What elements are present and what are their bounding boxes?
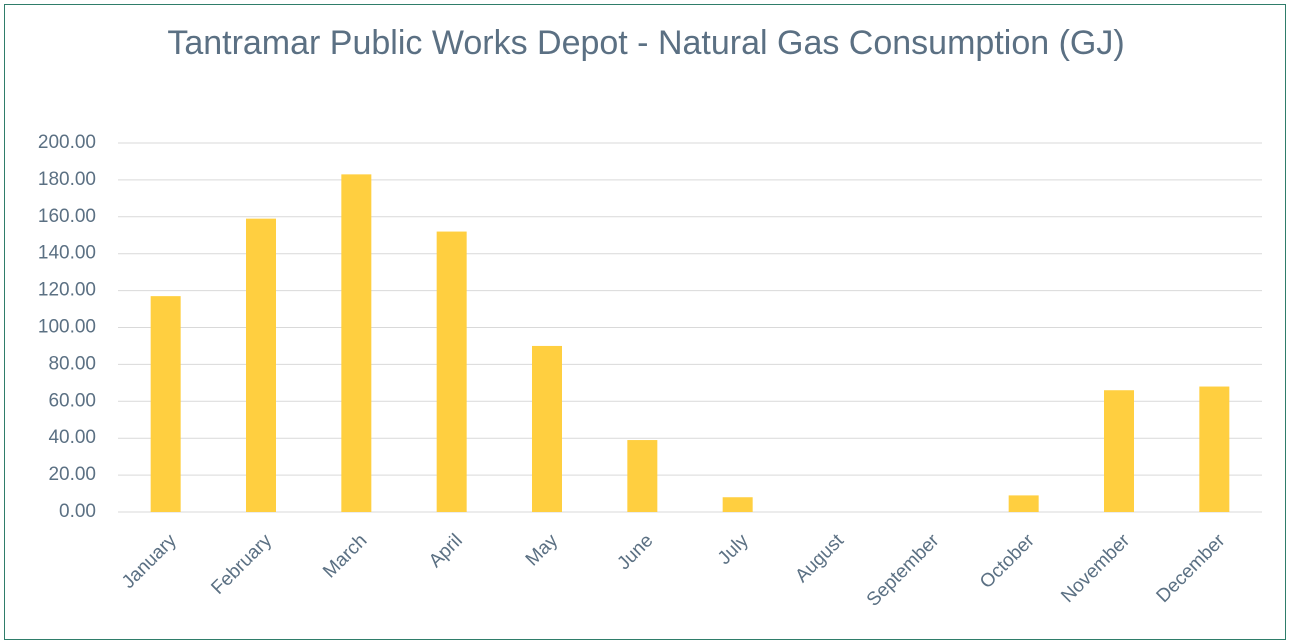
y-tick-label: 180.00 [38,169,96,190]
bar [150,296,181,512]
x-tick-label: July [714,530,753,569]
y-tick-label: 160.00 [38,206,96,227]
x-tick-label: September [863,530,944,611]
y-tick-label: 20.00 [48,464,96,485]
chart-title: Tantramar Public Works Depot - Natural G… [167,24,1125,62]
bar [627,440,658,512]
y-tick-label: 200.00 [38,132,96,153]
y-tick-label: 140.00 [38,243,96,264]
y-tick-label: 40.00 [48,427,96,448]
x-tick-label: May [522,530,563,571]
x-tick-label: February [207,530,276,599]
x-tick-label: October [976,530,1039,593]
x-tick-label: April [425,530,467,572]
y-tick-label: 80.00 [48,353,96,374]
y-tick-label: 120.00 [38,280,96,301]
x-tick-label: June [613,530,657,574]
x-tick-label: March [319,530,371,582]
x-tick-label: January [118,530,181,593]
y-tick-label: 100.00 [38,317,96,338]
bar [1008,495,1039,512]
bar [246,218,276,512]
bar [532,345,562,512]
bar [1199,386,1230,512]
x-tick-label: December [1153,530,1230,607]
y-tick-label: 0.00 [59,501,96,522]
y-tick-label: 60.00 [48,390,96,411]
bar [1104,390,1134,512]
bar [722,497,753,512]
x-tick-label: August [791,530,848,587]
chart-frame [4,4,1286,640]
bar [341,174,372,513]
bar [436,231,467,512]
x-tick-label: November [1057,530,1134,607]
